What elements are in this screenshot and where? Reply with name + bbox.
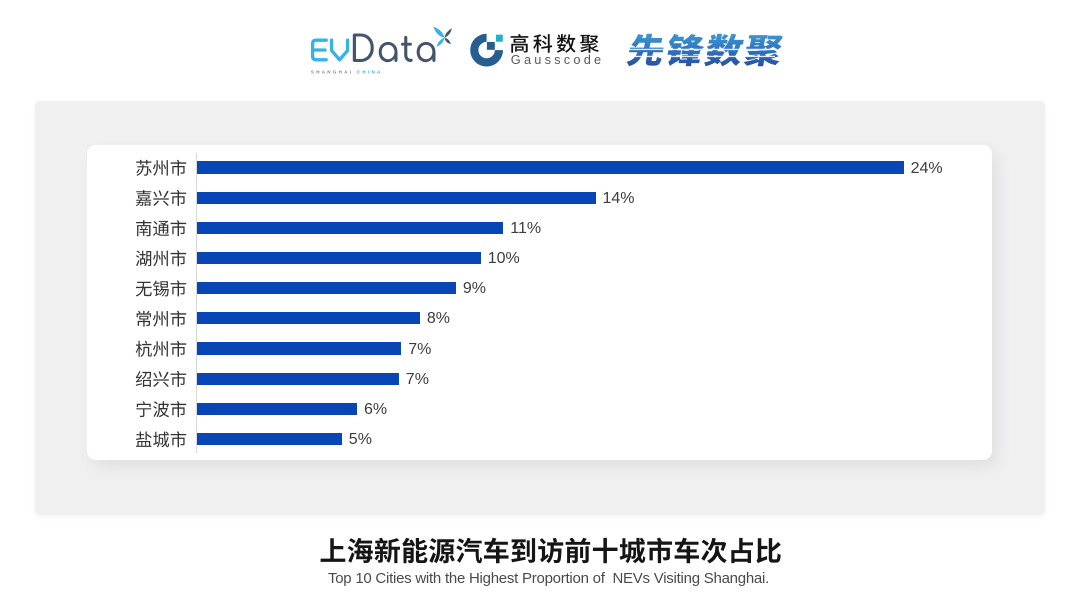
svg-text:SHANGHAI CHINA: SHANGHAI CHINA (311, 69, 383, 74)
svg-text:Gausscode: Gausscode (511, 52, 605, 67)
